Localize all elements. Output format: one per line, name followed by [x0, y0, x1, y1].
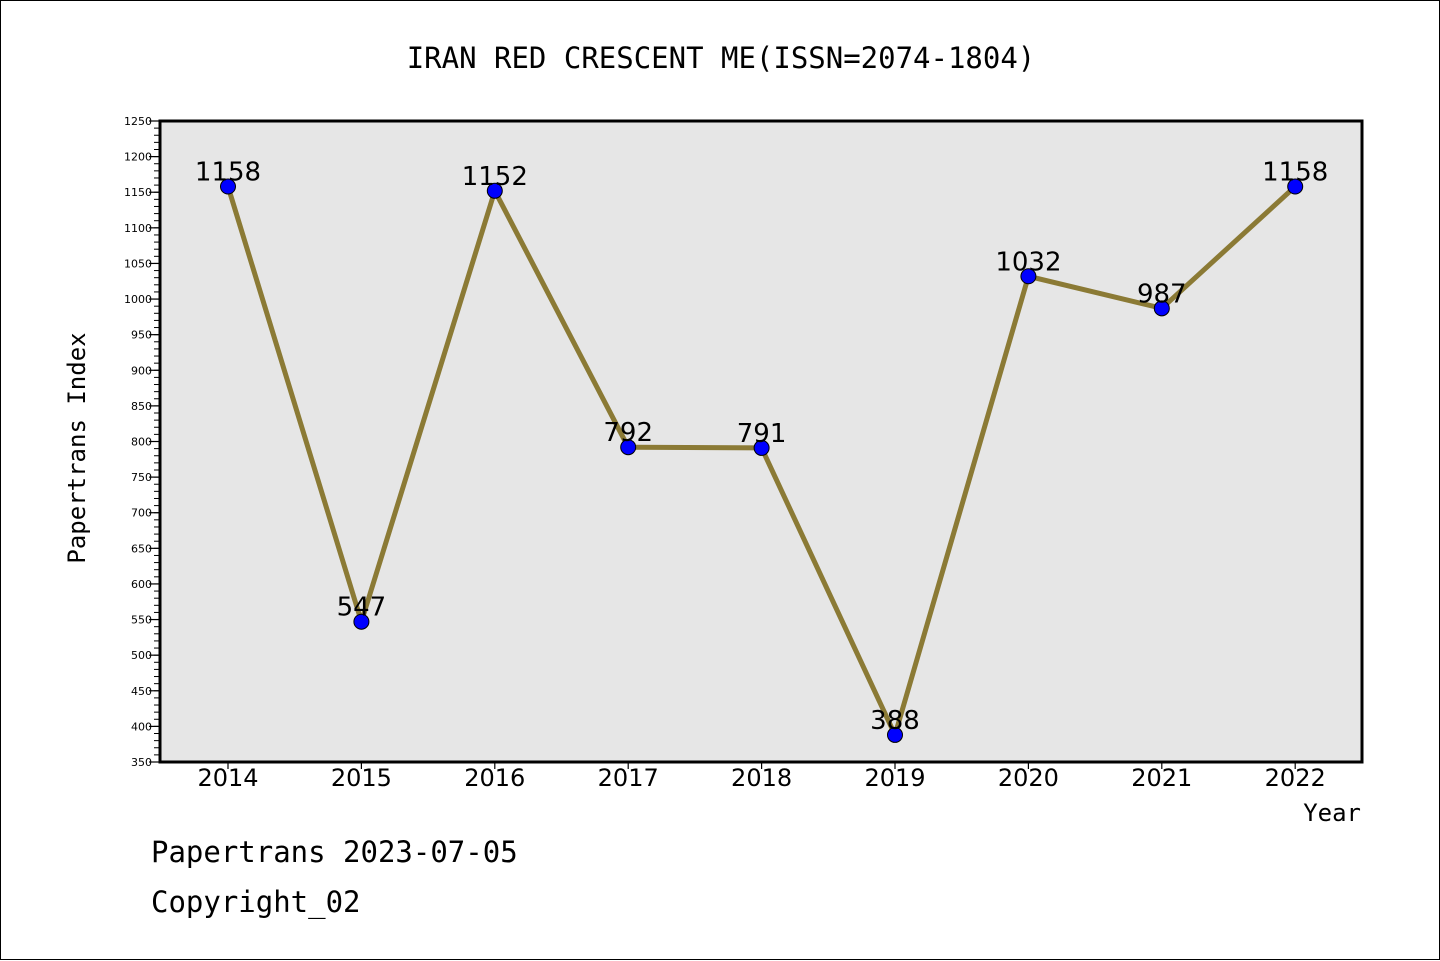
data-label: 1158	[1262, 158, 1328, 188]
y-tick-label: 1050	[124, 257, 152, 270]
series-line: 1158 547 1152 792 791 388 1032 987 1158	[195, 158, 1328, 743]
data-point	[220, 178, 236, 195]
y-tick-label: 650	[131, 542, 152, 555]
x-tick-label: 2016	[464, 764, 525, 792]
y-tick-label: 750	[131, 471, 152, 484]
y-tick-label: 950	[131, 329, 152, 342]
data-label: 547	[337, 593, 387, 623]
x-tick-label: 2019	[864, 764, 925, 792]
x-tick-label: 2018	[731, 764, 792, 792]
y-tick-label: 1150	[124, 186, 152, 199]
x-tick-label: 2020	[998, 764, 1059, 792]
data-label: 791	[737, 419, 787, 449]
y-tick-label: 900	[131, 364, 152, 377]
data-point	[753, 439, 770, 456]
y-axis-label: Papertrans Index	[63, 332, 91, 563]
x-tick-label: 2017	[598, 764, 659, 792]
y-tick-label: 1200	[124, 151, 152, 164]
data-point	[1287, 178, 1304, 195]
x-tick-label: 2014	[197, 764, 258, 792]
y-tick-label: 700	[131, 507, 152, 520]
data-label: 1158	[195, 158, 261, 188]
data-point	[620, 439, 637, 456]
data-label: 987	[1137, 279, 1187, 309]
x-tick-label: 2021	[1131, 764, 1192, 792]
y-tick-label: 800	[131, 436, 152, 449]
x-axis: 2014 2015 2016 2017 2018 2019 2020 2021 2022	[197, 762, 1326, 792]
y-tick-label: 1000	[124, 293, 152, 306]
y-axis: 350 400 450 500 550 600 650 700 750 800 850 900 950 1…	[124, 115, 160, 769]
data-point	[1020, 268, 1037, 285]
y-tick-label: 850	[131, 400, 152, 413]
x-tick-label: 2022	[1265, 764, 1326, 792]
data-label: 1152	[462, 162, 528, 192]
y-tick-label: 450	[131, 685, 152, 698]
footer-date: Papertrans 2023-07-05	[151, 835, 518, 869]
data-label: 1032	[995, 247, 1061, 277]
data-point	[1153, 300, 1170, 317]
footer-copyright: Copyright_02	[151, 885, 361, 919]
chart-title: IRAN RED CRESCENT ME(ISSN=2074-1804)	[407, 41, 1036, 75]
x-tick-label: 2015	[331, 764, 392, 792]
data-label: 792	[603, 418, 653, 448]
data-point	[887, 726, 903, 743]
data-label: 388	[870, 706, 920, 736]
data-point	[353, 613, 370, 630]
y-tick-label: 550	[131, 614, 152, 627]
y-tick-label: 350	[131, 756, 152, 769]
y-tick-label: 600	[131, 578, 152, 591]
y-tick-label: 500	[131, 649, 152, 662]
data-point	[486, 182, 503, 199]
x-axis-label: Year	[1303, 799, 1361, 827]
y-tick-label: 400	[131, 720, 152, 733]
y-tick-label: 1100	[124, 222, 152, 235]
y-tick-label: 1250	[124, 115, 152, 128]
